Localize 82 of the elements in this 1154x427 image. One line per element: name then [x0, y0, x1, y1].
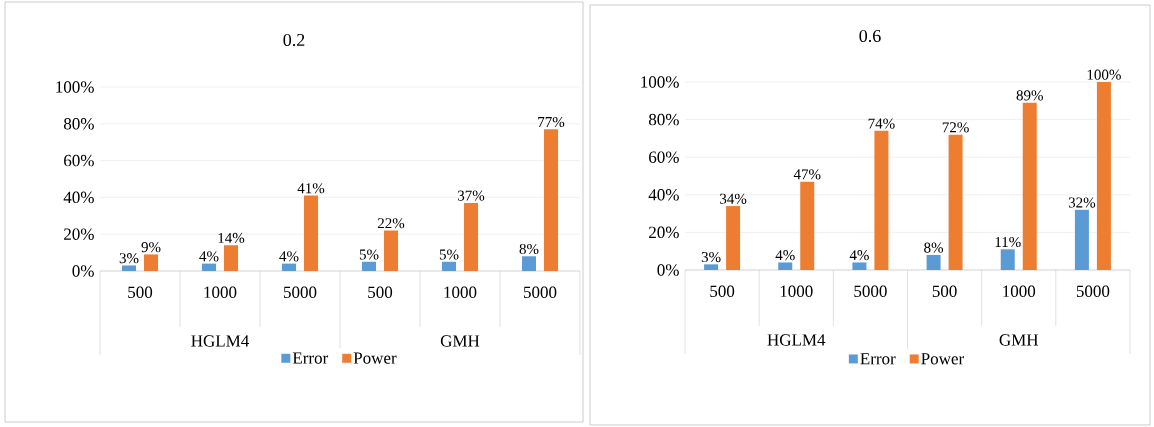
bar — [874, 130, 889, 270]
bar — [1074, 209, 1089, 270]
text: HGLM4 — [191, 335, 250, 347]
bar — [726, 206, 741, 270]
data-label: 5% — [439, 249, 459, 260]
data-label: 37% — [457, 190, 485, 201]
data-label: 74% — [868, 118, 895, 129]
legend-label: Power — [921, 353, 964, 365]
text: GMH — [440, 335, 480, 347]
bar — [926, 254, 941, 270]
x-tick-label: 500 — [128, 286, 153, 298]
x-tick-label: 1000 — [1003, 285, 1036, 297]
data-label: 32% — [1068, 197, 1096, 208]
data-label: 22% — [377, 218, 405, 229]
data-label: 5% — [359, 249, 379, 260]
y-tick-label: 100% — [56, 81, 94, 93]
bar — [948, 134, 963, 270]
y-tick-label: 0% — [72, 265, 94, 277]
y-tick-label: 60% — [64, 154, 94, 167]
x-tick-label: 5000 — [1076, 285, 1110, 297]
bar — [304, 195, 319, 271]
data-label: 9% — [141, 242, 161, 253]
y-tick-label: 60% — [649, 151, 679, 163]
data-label: 3% — [701, 251, 721, 263]
y-tick-label: 80% — [63, 118, 94, 130]
x-tick-label: 500 — [932, 285, 957, 297]
bar — [522, 256, 536, 271]
bar — [122, 265, 137, 271]
data-label: 77% — [538, 116, 565, 128]
bar — [778, 262, 793, 270]
legend-label: Error — [292, 352, 329, 364]
bar — [1096, 81, 1111, 270]
x-tick-label: 5000 — [854, 285, 887, 297]
text: HGLM4 — [767, 334, 826, 346]
data-label: 4% — [199, 251, 219, 262]
y-tick-label: 40% — [63, 191, 94, 204]
data-label: 8% — [924, 242, 944, 253]
data-label: 47% — [793, 169, 821, 180]
x-tick-label: 5000 — [284, 286, 317, 298]
x-tick-label: 500 — [368, 286, 393, 298]
y-tick-label: 0% — [657, 264, 679, 276]
x-tick-label: 1000 — [204, 286, 237, 298]
chart-title: 0.6 — [859, 29, 881, 43]
text: GMH — [999, 334, 1039, 346]
x-tick-label: 1000 — [780, 285, 813, 297]
bar — [800, 181, 815, 270]
y-tick-label: 20% — [64, 228, 94, 240]
bar — [1000, 249, 1015, 270]
bar — [442, 261, 456, 271]
y-tick-label: 100% — [641, 76, 679, 88]
data-label: 8% — [519, 243, 539, 255]
bar — [704, 264, 719, 270]
data-label: 89% — [1016, 90, 1043, 101]
legend-label: Power — [353, 352, 397, 364]
y-tick-label: 20% — [649, 226, 679, 239]
data-label: 4% — [279, 251, 299, 262]
data-label: 72% — [942, 122, 969, 133]
bar — [544, 129, 558, 271]
y-tick-label: 80% — [648, 113, 679, 126]
legend-label: Error — [860, 353, 896, 365]
bar — [464, 202, 478, 271]
data-label: 14% — [218, 232, 245, 244]
data-label: 41% — [297, 183, 325, 194]
bar — [362, 261, 376, 271]
bar — [384, 230, 398, 271]
bar — [282, 263, 297, 271]
x-tick-label: 500 — [710, 285, 735, 297]
y-tick-label: 40% — [648, 189, 679, 201]
bar — [202, 263, 217, 271]
data-label: 11% — [995, 236, 1021, 248]
x-tick-label: 5000 — [523, 286, 557, 298]
data-label: 3% — [119, 253, 139, 264]
bar — [1022, 102, 1037, 270]
bar — [852, 262, 867, 270]
bar — [144, 254, 159, 271]
data-label: 4% — [775, 250, 795, 261]
x-tick-label: 1000 — [444, 286, 477, 298]
bar — [224, 245, 239, 271]
data-label: 34% — [720, 193, 747, 204]
chart-title: 0.2 — [283, 33, 305, 47]
data-label: 100% — [1087, 69, 1121, 80]
data-label: 4% — [849, 250, 869, 261]
